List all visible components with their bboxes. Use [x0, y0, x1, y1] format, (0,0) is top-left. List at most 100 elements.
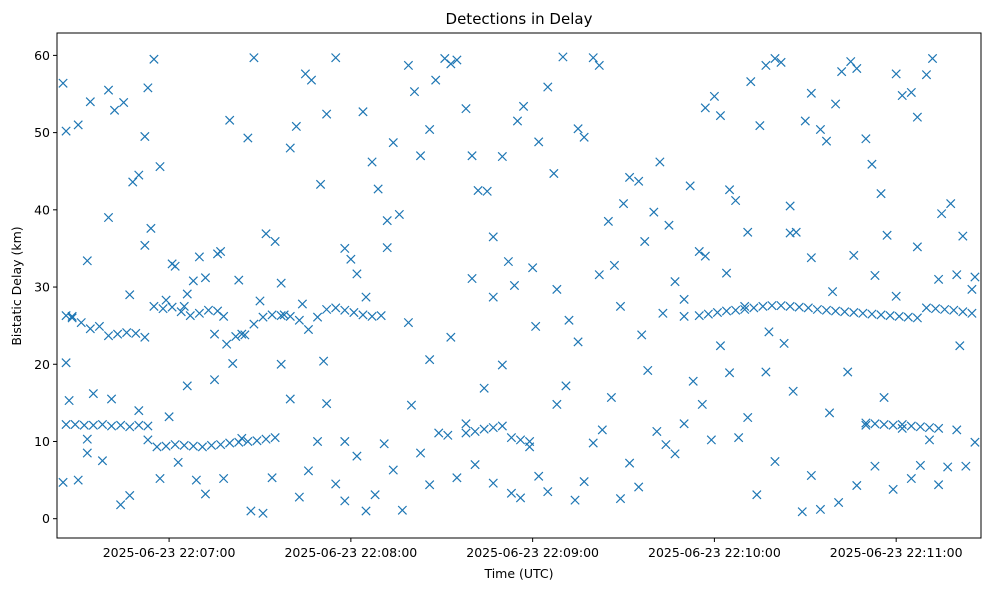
data-point [652, 426, 662, 437]
data-point [970, 437, 980, 447]
data-point [446, 332, 456, 342]
data-point [382, 243, 392, 253]
data-point [358, 107, 368, 117]
data-point [246, 506, 256, 516]
data-point [767, 300, 777, 311]
data-point [685, 181, 695, 191]
data-point [200, 489, 211, 499]
data-point [879, 419, 889, 430]
data-point [425, 355, 435, 365]
data-point [830, 99, 841, 109]
data-point [88, 388, 98, 399]
data-point [267, 473, 277, 483]
data-point [924, 422, 935, 433]
data-point [97, 456, 108, 466]
data-point [270, 432, 280, 443]
data-point [61, 358, 71, 368]
data-point [888, 484, 898, 494]
data-point [603, 216, 613, 227]
data-point [724, 185, 735, 195]
data-point [888, 420, 898, 430]
data-point [961, 461, 971, 471]
data-point [203, 305, 214, 315]
data-point [222, 339, 232, 349]
data-point [815, 504, 826, 515]
data-point [870, 461, 880, 471]
data-point [770, 53, 780, 64]
data-point [543, 82, 553, 92]
data-point [415, 151, 426, 161]
data-point [149, 54, 159, 64]
data-point [597, 425, 607, 435]
data-point [703, 309, 713, 319]
data-point [479, 383, 489, 393]
data-point [140, 240, 150, 250]
data-point [933, 423, 944, 433]
data-point [943, 462, 953, 472]
data-point [867, 159, 877, 169]
data-point [291, 121, 301, 132]
data-point [670, 277, 680, 287]
data-point [379, 439, 389, 449]
data-point [655, 157, 665, 167]
x-tick-label: 2025-06-23 22:07:00 [103, 545, 236, 560]
data-point [331, 303, 341, 313]
data-point [406, 400, 417, 410]
data-point [933, 480, 944, 490]
data-point [361, 292, 371, 302]
data-point [303, 324, 314, 335]
data-point [806, 470, 816, 481]
x-axis-label: Time (UTC) [483, 566, 553, 581]
data-point [761, 367, 771, 377]
data-point [276, 310, 286, 321]
data-point [797, 507, 807, 517]
data-point [182, 289, 192, 299]
data-point [824, 408, 835, 418]
data-point [479, 424, 489, 434]
data-point [409, 87, 420, 97]
x-tick-label: 2025-06-23 22:10:00 [648, 545, 781, 560]
data-point [573, 337, 583, 347]
data-point [225, 438, 235, 448]
data-point [752, 490, 762, 500]
data-point [285, 143, 295, 153]
data-point [509, 280, 520, 291]
data-point [573, 124, 583, 134]
x-axis: 2025-06-23 22:07:00 2025-06-23 22:08:00 20… [103, 538, 963, 560]
data-point [933, 274, 944, 284]
data-point [234, 275, 244, 285]
data-point [394, 209, 404, 220]
data-point [891, 69, 901, 79]
data-point [425, 480, 435, 490]
data-point [134, 405, 144, 416]
data-point [894, 311, 904, 322]
data-point [624, 458, 635, 468]
data-point [318, 356, 329, 366]
data-point [552, 284, 562, 294]
x-tick-label: 2025-06-23 22:11:00 [830, 545, 963, 560]
data-point [285, 394, 295, 404]
data-point [140, 131, 150, 142]
data-point [261, 229, 271, 239]
data-point [231, 331, 241, 342]
data-point [506, 432, 517, 443]
data-point [846, 56, 856, 67]
data-point [640, 236, 650, 247]
data-point [661, 439, 671, 450]
chart-title: Detections in Delay [446, 10, 593, 28]
data-point [615, 493, 626, 504]
data-point [488, 232, 498, 242]
data-point [967, 284, 977, 294]
data-point [467, 151, 477, 161]
data-point [803, 303, 813, 313]
data-point [946, 199, 956, 209]
data-point [237, 433, 247, 444]
data-point [155, 473, 165, 484]
y-axis: 0 10 20 30 40 50 60 [34, 48, 57, 526]
data-point [606, 392, 617, 403]
data-point [906, 473, 916, 484]
data-point [270, 236, 280, 247]
data-point [470, 460, 480, 470]
data-point [740, 304, 750, 315]
